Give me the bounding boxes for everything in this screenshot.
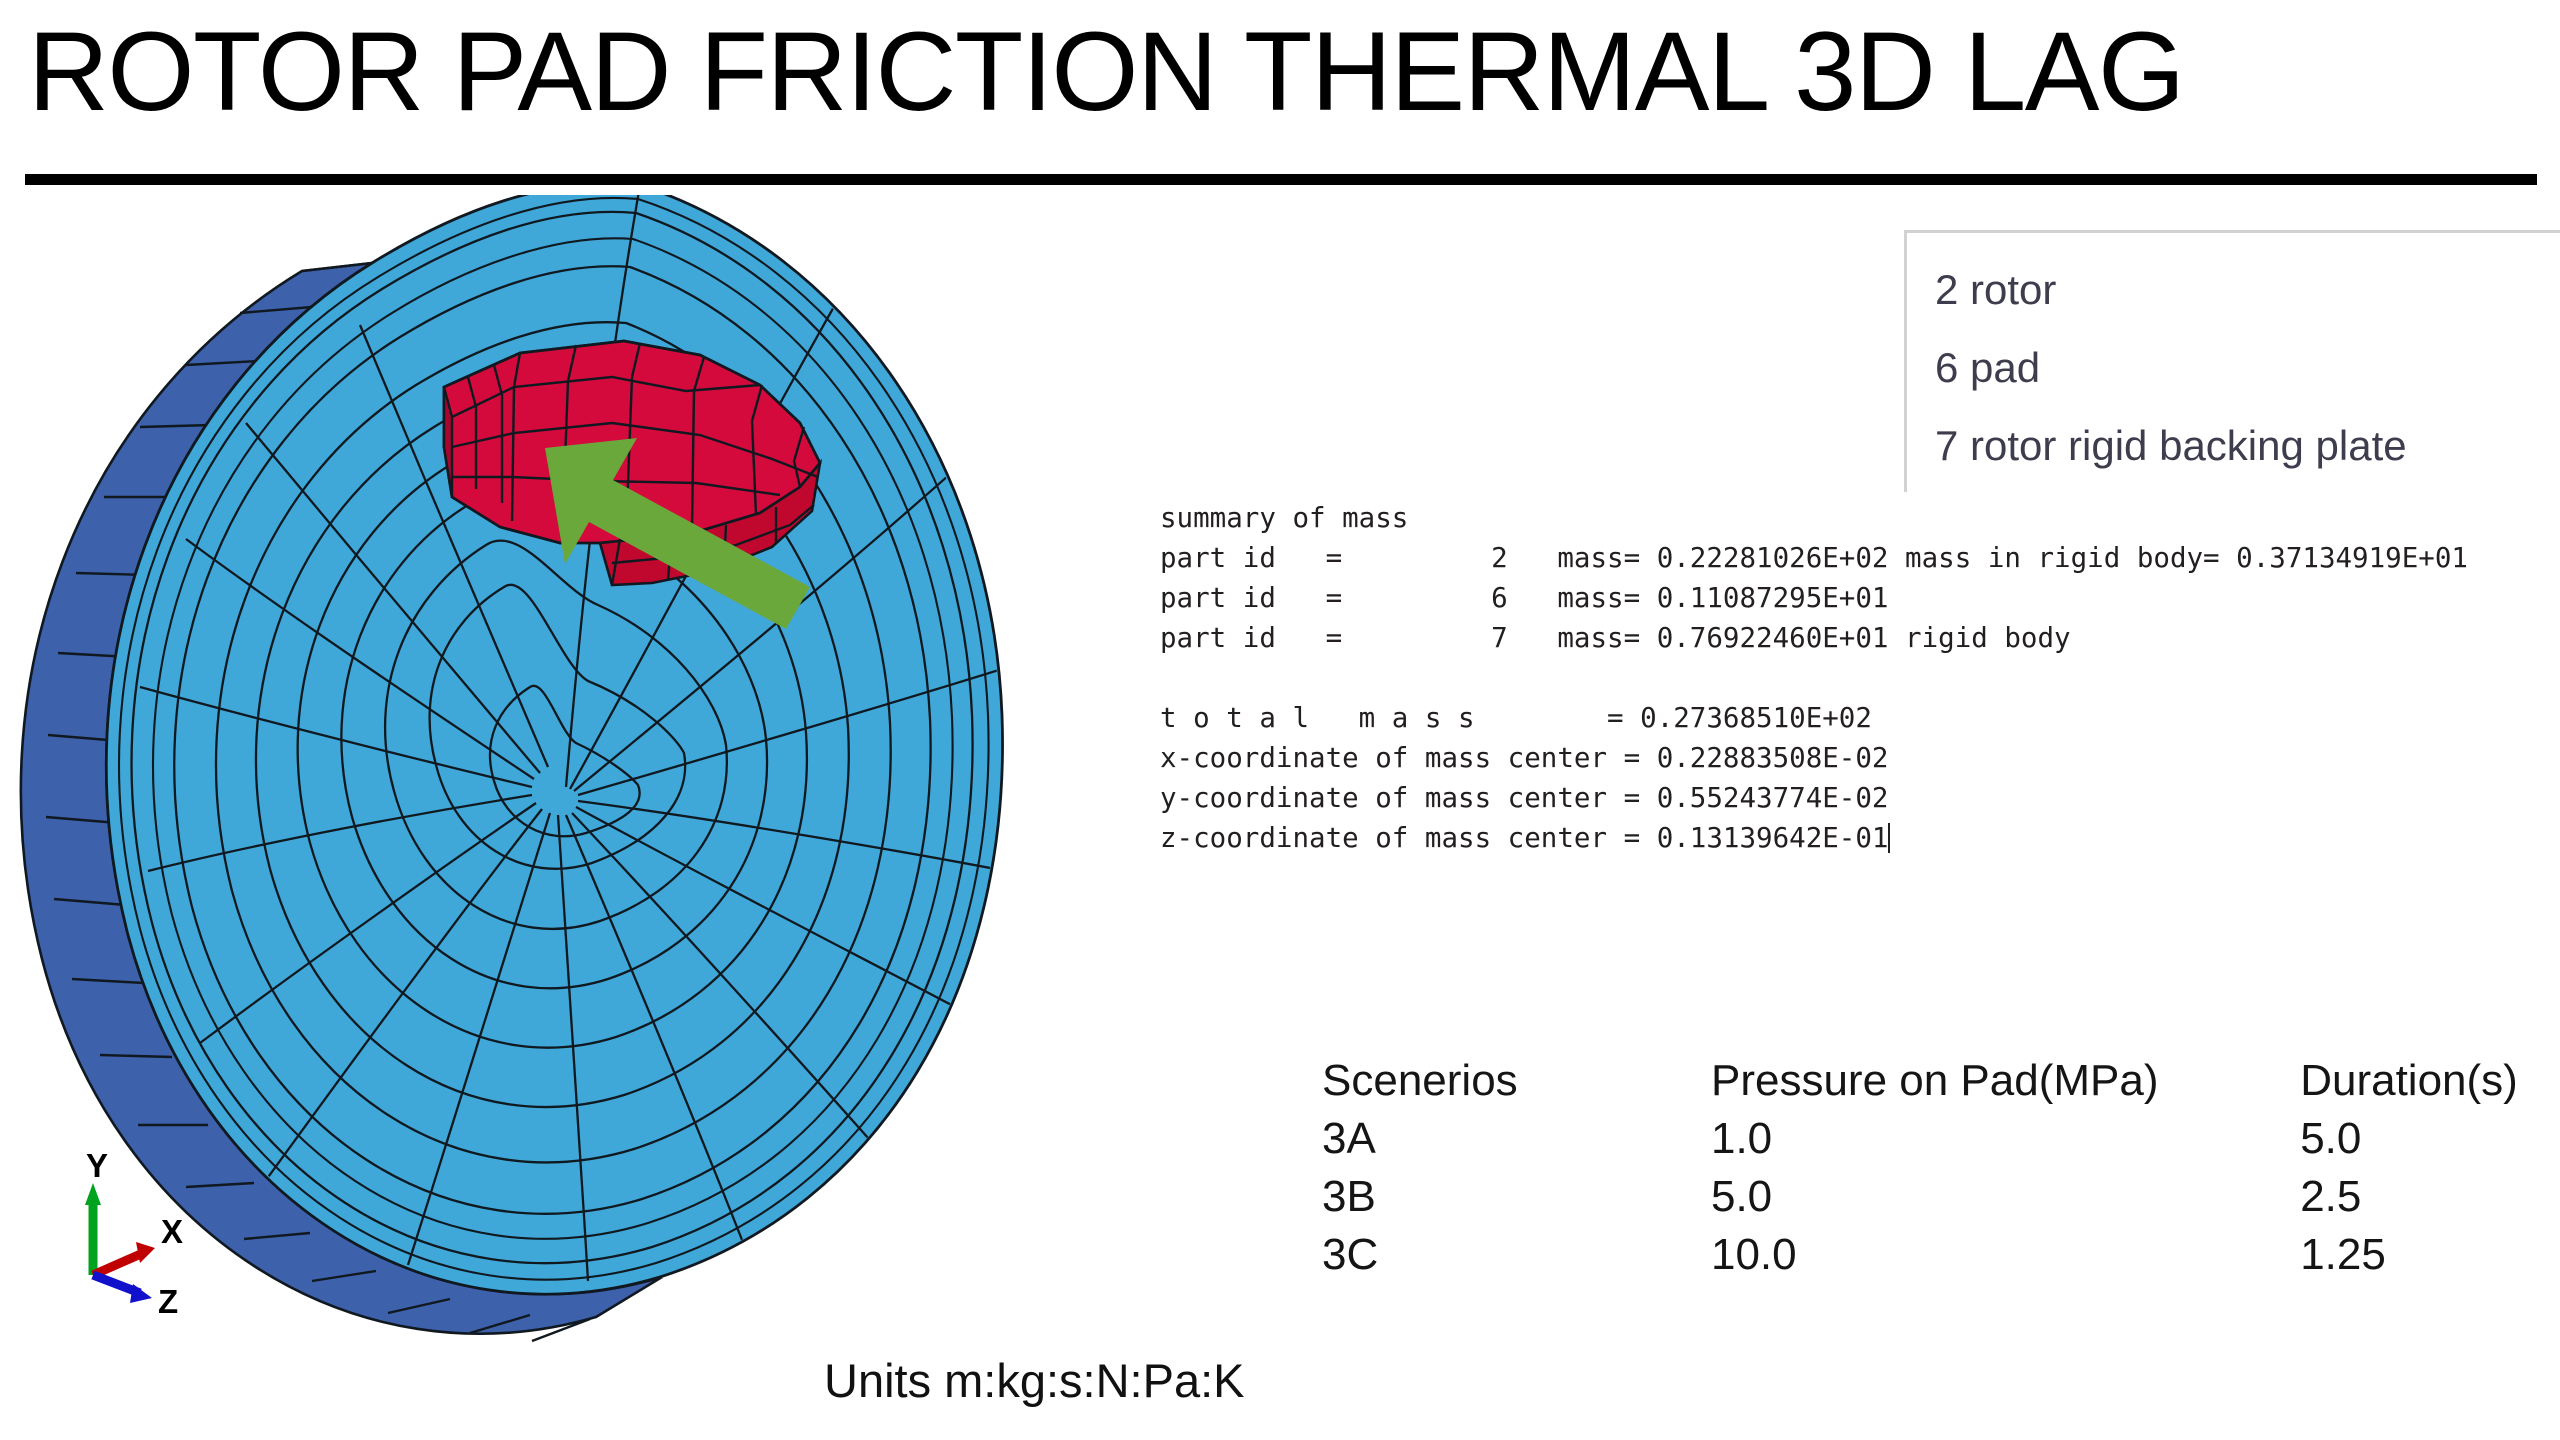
table-row: 3B 5.0 2.5 bbox=[1322, 1172, 2560, 1230]
mass-summary-spacer bbox=[1160, 658, 2468, 698]
page-title: ROTOR PAD FRICTION THERMAL 3D LAG bbox=[28, 9, 2185, 134]
mass-summary-y-center: y-coordinate of mass center = 0.55243774… bbox=[1160, 782, 1889, 814]
column-header-pressure: Pressure on Pad(MPa) bbox=[1710, 1056, 2159, 1105]
parts-key-panel: 2 rotor 6 pad 7 rotor rigid backing plat… bbox=[1904, 230, 2560, 492]
cell-scenario-name: 3A bbox=[1322, 1114, 1376, 1163]
title-underline-rule bbox=[25, 174, 2537, 185]
cell-scenario-name: 3C bbox=[1322, 1230, 1379, 1279]
cell-scenario-name: 3B bbox=[1322, 1172, 1376, 1221]
text-caret bbox=[1888, 823, 1891, 853]
scenarios-table: Scenerios Pressure on Pad(MPa) Duration(… bbox=[1322, 1056, 2560, 1288]
parts-key-line-rotor: 2 rotor bbox=[1935, 266, 2057, 313]
parts-key-line-backing-plate: 7 rotor rigid backing plate bbox=[1935, 422, 2407, 469]
cell-duration: 2.5 bbox=[2300, 1172, 2362, 1221]
cell-pressure: 1.0 bbox=[1710, 1114, 1773, 1163]
cell-duration: 5.0 bbox=[2300, 1114, 2362, 1163]
axis-label-y: Y bbox=[86, 1147, 108, 1184]
axis-label-z: Z bbox=[158, 1283, 178, 1320]
table-row: 3A 1.0 5.0 bbox=[1322, 1114, 2560, 1172]
cell-pressure: 10.0 bbox=[1710, 1230, 1797, 1279]
mass-summary-output[interactable]: summary of mass part id = 2 mass= 0.2228… bbox=[1160, 498, 2468, 858]
pad-pointer-arrow bbox=[545, 438, 810, 629]
mass-summary-total-mass: t o t a l m a s s = 0.27368510E+02 bbox=[1160, 702, 1872, 734]
column-header-duration: Duration(s) bbox=[2300, 1056, 2518, 1105]
table-header-row: Scenerios Pressure on Pad(MPa) Duration(… bbox=[1322, 1056, 2560, 1114]
parts-key-line-pad: 6 pad bbox=[1935, 344, 2041, 391]
mass-summary-z-center: z-coordinate of mass center = 0.13139642… bbox=[1160, 822, 1889, 854]
mass-summary-part-6: part id = 6 mass= 0.11087295E+01 bbox=[1160, 582, 1889, 614]
column-header-scenerios: Scenerios bbox=[1322, 1056, 1518, 1105]
cell-duration: 1.25 bbox=[2300, 1230, 2386, 1279]
units-caption: Units m:kg:s:N:Pa:K bbox=[824, 1354, 1245, 1407]
cell-pressure: 5.0 bbox=[1710, 1172, 1773, 1221]
fea-model-viewport[interactable]: Y X Z bbox=[0, 195, 1180, 1440]
table-row: 3C 10.0 1.25 bbox=[1322, 1230, 2560, 1288]
mass-summary-part-7: part id = 7 mass= 0.76922460E+01 rigid b… bbox=[1160, 622, 2071, 654]
axis-label-x: X bbox=[161, 1213, 183, 1250]
mass-summary-heading: summary of mass bbox=[1160, 502, 1409, 534]
axis-triad: Y X Z bbox=[85, 1147, 183, 1320]
mass-summary-part-2: part id = 2 mass= 0.22281026E+02 mass in… bbox=[1160, 542, 2468, 574]
mass-summary-x-center: x-coordinate of mass center = 0.22883508… bbox=[1160, 742, 1889, 774]
